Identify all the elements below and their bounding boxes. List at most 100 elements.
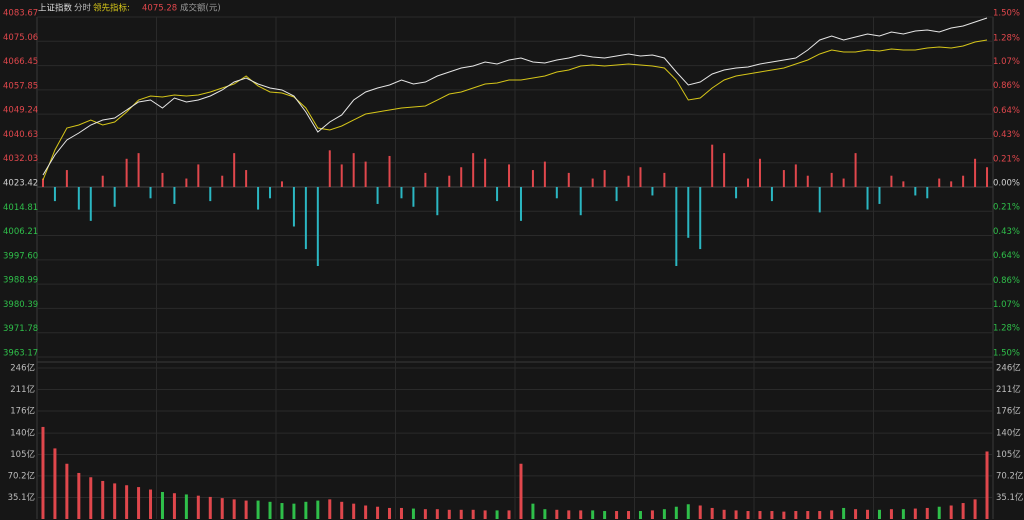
momentum-bar xyxy=(854,153,857,187)
volume-bar xyxy=(555,509,559,519)
momentum-bar xyxy=(269,187,272,199)
volume-bar xyxy=(447,509,451,519)
y-tick-label: 4040.63 xyxy=(3,130,38,140)
momentum-bar xyxy=(161,172,164,187)
volume-bar xyxy=(471,509,475,519)
y2-tick-label: 0.43% xyxy=(993,130,1020,140)
volume-bar xyxy=(794,511,798,519)
y2-tick-label: 1.50% xyxy=(993,349,1020,359)
volume-bar xyxy=(232,499,236,519)
momentum-bar xyxy=(723,153,726,187)
momentum-bar xyxy=(328,150,331,187)
momentum-bar xyxy=(603,170,606,187)
momentum-bar xyxy=(663,172,666,187)
volume-tick-label: 105亿 xyxy=(10,449,35,460)
momentum-bar xyxy=(173,187,176,204)
momentum-bar xyxy=(567,172,570,187)
y2-tick-label: 0.21% xyxy=(993,155,1020,165)
momentum-bar xyxy=(782,170,785,187)
momentum-bar xyxy=(806,175,809,187)
volume-bar xyxy=(662,509,666,519)
volume-bar xyxy=(842,507,846,519)
momentum-bar xyxy=(770,187,773,202)
volume-bar xyxy=(423,509,427,519)
volume-bar xyxy=(650,510,654,519)
y-tick-label: 4083.67 xyxy=(3,9,38,19)
volume-bar xyxy=(399,507,403,519)
momentum-bar xyxy=(125,158,128,187)
momentum-bar xyxy=(914,187,917,196)
volume-bar xyxy=(961,503,965,519)
volume-bar xyxy=(459,509,463,519)
y-tick-label: 4075.06 xyxy=(3,33,38,43)
momentum-bar xyxy=(818,187,821,213)
momentum-bar xyxy=(639,167,642,187)
momentum-bar xyxy=(842,178,845,187)
momentum-bar xyxy=(687,187,690,238)
momentum-bar xyxy=(627,175,630,187)
y-tick-label: 4023.42 xyxy=(3,179,38,189)
y-tick-label: 3963.17 xyxy=(3,349,38,359)
momentum-bar xyxy=(699,187,702,250)
y-tick-label: 4014.81 xyxy=(3,203,38,213)
volume-bar xyxy=(615,511,619,519)
volume-bar xyxy=(495,510,499,519)
volume-bar xyxy=(196,495,200,519)
volume-bar xyxy=(925,507,929,519)
momentum-bar xyxy=(758,158,761,187)
volume-bar xyxy=(137,487,141,519)
momentum-bar xyxy=(962,175,965,187)
y-tick-label: 3980.39 xyxy=(3,300,38,310)
volume-bar xyxy=(901,509,905,519)
volume-tick-label: 70.2亿 xyxy=(8,470,35,481)
volume-bar xyxy=(531,503,535,519)
y2-tick-label: 0.86% xyxy=(993,81,1020,91)
volume-bar xyxy=(818,511,822,519)
momentum-bar xyxy=(890,175,893,187)
momentum-bar xyxy=(986,167,989,187)
volume-tick-label: 140亿 xyxy=(996,428,1021,439)
momentum-bar xyxy=(233,153,236,187)
momentum-bar xyxy=(735,187,738,199)
volume-bar xyxy=(746,511,750,519)
y2-tick-label: 0.21% xyxy=(993,202,1020,212)
volume-bar xyxy=(579,510,583,519)
volume-tick-label: 246亿 xyxy=(10,363,35,374)
volume-bar xyxy=(388,507,392,519)
volume-tick-label: 35.1亿 xyxy=(996,492,1023,503)
volume-bar xyxy=(710,507,714,519)
y2-tick-label: 1.07% xyxy=(993,300,1020,310)
momentum-bar xyxy=(651,187,654,196)
volume-bar xyxy=(734,510,738,519)
momentum-bar xyxy=(830,172,833,187)
volume-bar xyxy=(758,511,762,519)
y2-tick-label: 1.28% xyxy=(993,324,1020,334)
momentum-bar xyxy=(77,187,80,210)
momentum-bar xyxy=(484,158,487,187)
volume-tick-label: 246亿 xyxy=(996,363,1021,374)
momentum-bar xyxy=(376,187,379,204)
volume-bar xyxy=(101,480,105,519)
y2-tick-label: 1.07% xyxy=(993,57,1020,67)
y2-tick-label: 0.43% xyxy=(993,227,1020,237)
momentum-bar xyxy=(412,187,415,207)
volume-tick-label: 176亿 xyxy=(10,405,35,416)
momentum-bar xyxy=(221,175,224,187)
volume-bar xyxy=(113,483,117,519)
volume-bar xyxy=(77,472,81,519)
volume-bar xyxy=(53,448,57,519)
volume-bar xyxy=(364,505,368,519)
volume-bar xyxy=(125,485,129,519)
volume-bar xyxy=(304,501,308,519)
volume-bar xyxy=(292,503,296,519)
volume-tick-label: 211亿 xyxy=(996,384,1021,395)
momentum-bar xyxy=(316,187,319,267)
volume-bar xyxy=(806,511,810,519)
y-tick-label: 4032.03 xyxy=(3,154,38,164)
momentum-bar xyxy=(65,170,68,187)
y-tick-label: 3971.78 xyxy=(3,324,38,334)
volume-tick-label: 176亿 xyxy=(996,405,1021,416)
momentum-bar xyxy=(938,178,941,187)
volume-title: 成交额(元) xyxy=(180,3,221,14)
